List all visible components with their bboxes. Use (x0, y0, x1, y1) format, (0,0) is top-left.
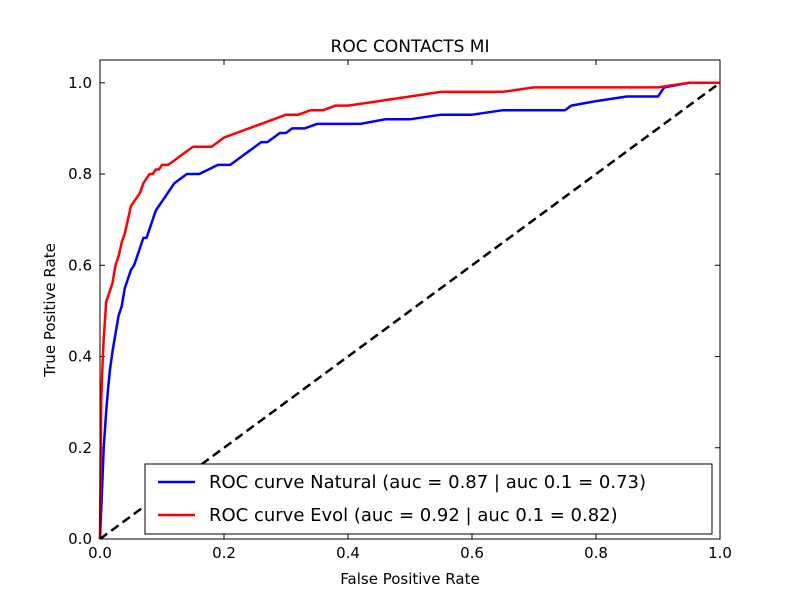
x-tick-label: 0.2 (212, 544, 236, 562)
x-tick-label: 1.0 (708, 544, 732, 562)
x-axis-label: False Positive Rate (340, 570, 479, 588)
chart-title: ROC CONTACTS MI (331, 37, 490, 57)
diagonal-reference-line (99, 81, 721, 541)
plot-lines (98, 81, 721, 541)
y-axis-label: True Positive Rate (41, 243, 59, 378)
y-tick-label: 0.4 (68, 348, 92, 366)
x-tick-label: 0.4 (336, 544, 360, 562)
y-tick-label: 0.6 (68, 256, 92, 274)
x-tick-label: 0.0 (88, 544, 112, 562)
y-tick-label: 0.0 (68, 530, 92, 548)
x-tick-label: 0.8 (584, 544, 608, 562)
series-line-natural (98, 81, 720, 540)
series-line-evol (98, 81, 720, 540)
y-tick-label: 0.8 (68, 165, 92, 183)
legend-box (144, 463, 713, 535)
legend-label: ROC curve Evol (auc = 0.92 | auc 0.1 = 0… (209, 505, 618, 526)
legend-label: ROC curve Natural (auc = 0.87 | auc 0.1 … (209, 472, 646, 493)
x-tick-label: 0.6 (460, 544, 484, 562)
legend: ROC curve Natural (auc = 0.87 | auc 0.1 … (144, 463, 713, 535)
y-tick-label: 1.0 (68, 74, 92, 92)
y-tick-label: 0.2 (68, 439, 92, 457)
plot-frame (99, 59, 721, 540)
axis-ticks: 0.0 0.2 0.4 0.6 0.8 1.0 0.0 0.2 0.4 0.6 0.8 1.0 (68, 60, 732, 562)
